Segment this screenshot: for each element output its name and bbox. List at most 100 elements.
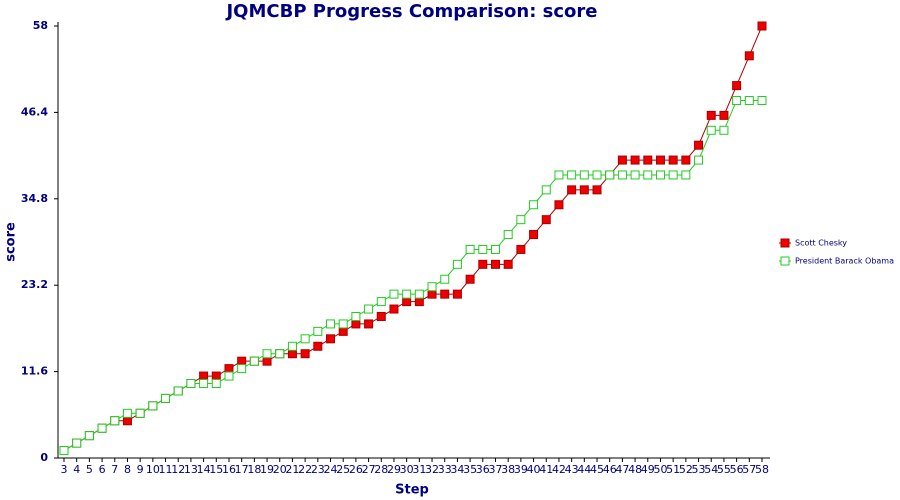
point [237,364,247,374]
point [567,185,577,195]
point [326,334,336,344]
x-tick-label: 14 [197,463,211,476]
point [655,155,665,165]
point [72,438,82,448]
point [313,326,323,336]
point [554,200,564,210]
point [757,95,767,105]
legend-swatch [780,256,790,266]
point [719,125,729,135]
legend-label: Scott Chesky [795,239,847,248]
point [567,170,577,180]
point [732,95,742,105]
point [541,185,551,195]
x-tick-label: 55 [717,463,731,476]
point [173,386,183,396]
x-tick-label: 13 [184,463,198,476]
point [427,282,437,292]
x-tick-label: 32 [425,463,439,476]
point [262,356,272,366]
x-tick-label: 20 [273,463,287,476]
point [554,170,564,180]
x-tick-label: 48 [628,463,642,476]
point [681,155,691,165]
y-tick-label: 34.8 [21,192,48,205]
x-tick-label: 22 [298,463,312,476]
x-tick-label: 3 [61,463,68,476]
point [694,140,704,150]
point [224,364,234,374]
point [529,230,539,240]
point [617,170,627,180]
x-tick-label: 9 [137,463,144,476]
x-tick-label: 53 [692,463,706,476]
point [643,155,653,165]
x-tick-label: 36 [476,463,490,476]
point [503,259,513,269]
x-tick-label: 25 [336,463,350,476]
point [275,349,285,359]
y-tick-label: 58 [33,19,48,32]
point [97,423,107,433]
x-tick-label: 34 [450,463,464,476]
legend-label: President Barack Obama [795,257,894,266]
point [351,311,361,321]
point [287,341,297,351]
x-tick-label: 38 [501,463,515,476]
x-tick-label: 50 [653,463,667,476]
point [681,170,691,180]
x-tick-label: 35 [463,463,477,476]
x-tick-label: 11 [159,463,173,476]
point [617,155,627,165]
point [122,416,132,426]
x-tick-label: 19 [260,463,274,476]
point [186,379,196,389]
point [668,170,678,180]
point [237,356,247,366]
x-tick-label: 40 [527,463,541,476]
x-tick-label: 15 [209,463,223,476]
x-tick-label: 6 [99,463,106,476]
point [440,274,450,284]
x-tick-label: 30 [400,463,414,476]
point [719,110,729,120]
x-tick-label: 37 [488,463,502,476]
point [541,215,551,225]
x-tick-label: 5 [86,463,93,476]
point [490,244,500,254]
x-axis-label: Step [395,483,429,498]
x-tick-label: 43 [565,463,579,476]
x-tick-label: 33 [438,463,452,476]
y-tick-label: 46.4 [21,105,48,118]
x-tick-label: 57 [742,463,756,476]
x-tick-label: 46 [603,463,617,476]
y-tick-label: 23.2 [21,278,48,291]
point [376,297,386,307]
point [490,259,500,269]
y-tick-label: 0 [40,451,48,464]
point [338,319,348,329]
x-tick-label: 51 [666,463,680,476]
point [579,170,589,180]
x-tick-label: 39 [514,463,528,476]
point [262,349,272,359]
point [529,200,539,210]
point [199,371,209,381]
point [516,215,526,225]
point [300,349,310,359]
point [300,334,310,344]
x-tick-label: 26 [349,463,363,476]
point [211,371,221,381]
x-tick-label: 18 [247,463,261,476]
point [655,170,665,180]
point [579,185,589,195]
point [744,51,754,61]
point [605,170,615,180]
x-tick-label: 8 [124,463,131,476]
point [478,259,488,269]
point [313,341,323,351]
point [389,304,399,314]
x-tick-label: 29 [387,463,401,476]
x-tick-label: 10 [146,463,160,476]
x-tick-label: 7 [111,463,118,476]
